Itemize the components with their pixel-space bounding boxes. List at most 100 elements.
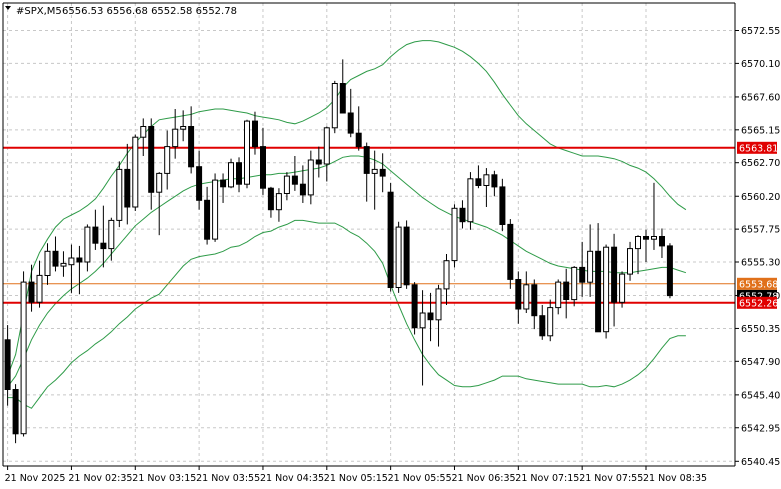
candle bbox=[212, 173, 219, 242]
candle-body-bull bbox=[140, 126, 147, 138]
candle-body-bull bbox=[156, 172, 163, 193]
candle-body-bull bbox=[371, 168, 378, 174]
price-tick-label: 6567.60 bbox=[741, 92, 780, 103]
candle bbox=[507, 219, 514, 289]
candle-body-bear bbox=[499, 186, 506, 225]
candle-body-bear bbox=[475, 178, 482, 187]
band-upper bbox=[7, 40, 687, 377]
candle bbox=[44, 243, 51, 285]
candle bbox=[635, 235, 641, 275]
price-tick-label: 6550.35 bbox=[741, 324, 780, 335]
candle-body-bear bbox=[387, 191, 394, 288]
candle-body-bear bbox=[196, 166, 203, 201]
candle-body-bear bbox=[643, 236, 649, 240]
candle bbox=[531, 279, 538, 330]
candle-body-bull bbox=[172, 128, 179, 148]
candle-body-bull bbox=[419, 312, 426, 329]
candle-body-bear bbox=[666, 245, 673, 297]
candle bbox=[92, 209, 99, 250]
candle-body-bear bbox=[148, 126, 155, 193]
candle bbox=[666, 243, 673, 299]
candle-body-bear bbox=[539, 315, 546, 337]
candle bbox=[60, 251, 67, 277]
candle-body-bear bbox=[28, 281, 35, 303]
candle bbox=[108, 217, 115, 261]
candle-body-bull bbox=[547, 307, 554, 337]
candle-body-bear bbox=[355, 132, 362, 148]
candle bbox=[539, 304, 546, 340]
candle bbox=[140, 118, 147, 156]
candle-body-bear bbox=[76, 257, 83, 263]
candle-body-bull bbox=[435, 288, 442, 321]
candle-body-bear bbox=[236, 162, 242, 185]
price-tick-label: 6565.15 bbox=[741, 125, 780, 136]
candle bbox=[20, 271, 27, 437]
candle bbox=[619, 271, 626, 308]
price-tick-label: 6572.55 bbox=[741, 26, 780, 37]
candle-body-bull bbox=[571, 266, 578, 301]
candle-body-bull bbox=[60, 262, 67, 267]
candle-body-bear bbox=[4, 339, 11, 390]
candle-body-bear bbox=[252, 120, 258, 148]
candle bbox=[100, 205, 107, 268]
candle bbox=[315, 146, 322, 178]
candle-body-bear bbox=[531, 284, 538, 317]
candle-body-bull bbox=[244, 120, 250, 185]
candle-body-bull bbox=[36, 274, 43, 303]
price-tick-label: 6557.75 bbox=[741, 225, 780, 236]
candle bbox=[28, 264, 35, 312]
candle bbox=[196, 150, 203, 210]
candle-body-bull bbox=[20, 281, 27, 435]
candle-body-bear bbox=[260, 146, 266, 189]
candle bbox=[411, 282, 418, 335]
candle-body-bear bbox=[52, 250, 59, 267]
bid-price-tag-box bbox=[737, 277, 777, 290]
candle bbox=[443, 253, 450, 305]
bid-price-tag: 6553.68 bbox=[737, 277, 778, 290]
price-tick-label: 6562.70 bbox=[741, 158, 780, 169]
candle-body-bear bbox=[299, 183, 306, 196]
price-tick-label: 6547.90 bbox=[741, 357, 780, 368]
candle-body-bull bbox=[395, 226, 402, 289]
candle bbox=[347, 88, 354, 138]
dropdown-triangle-icon[interactable] bbox=[5, 6, 11, 10]
ohlc-readout: 6556.53 6556.68 6552.58 6552.78 bbox=[62, 6, 237, 17]
price-tick-label: 6560.20 bbox=[741, 192, 780, 203]
candle-body-bear bbox=[204, 199, 211, 240]
candle-body-bull bbox=[619, 273, 626, 303]
candle-body-bull bbox=[483, 174, 490, 187]
candle-body-bull bbox=[451, 207, 458, 262]
price-tick-label: 6570.10 bbox=[741, 59, 780, 70]
level-price-tag: 6552.26 bbox=[737, 296, 778, 309]
candle bbox=[547, 299, 554, 342]
candle bbox=[555, 279, 562, 315]
candle-body-bull bbox=[212, 179, 219, 240]
candle bbox=[403, 220, 410, 289]
candle bbox=[4, 325, 11, 406]
candle-body-bull bbox=[555, 281, 562, 309]
candle bbox=[579, 241, 586, 297]
candle bbox=[363, 142, 370, 202]
candle-body-bear bbox=[291, 175, 298, 185]
time-tick-label: 21 Nov 08:35 bbox=[643, 473, 707, 484]
candle-body-bear bbox=[92, 226, 99, 244]
candle-body-bear bbox=[595, 250, 602, 333]
candles[interactable] bbox=[4, 59, 673, 444]
candle bbox=[220, 173, 227, 203]
candle bbox=[323, 126, 330, 182]
price-tick-label: 6555.30 bbox=[741, 258, 780, 269]
candle bbox=[483, 168, 490, 207]
candle-body-bear bbox=[363, 146, 370, 174]
price-tick-label: 6540.45 bbox=[741, 457, 780, 468]
candle bbox=[132, 134, 139, 212]
time-tick-label: 21 Nov 2025 bbox=[5, 473, 66, 484]
candle bbox=[124, 143, 131, 225]
candle-body-bear bbox=[515, 279, 522, 310]
candle-body-bull bbox=[116, 168, 123, 221]
candle-body-bull bbox=[108, 219, 115, 250]
candle-body-bear bbox=[403, 226, 410, 286]
candle bbox=[204, 186, 211, 245]
